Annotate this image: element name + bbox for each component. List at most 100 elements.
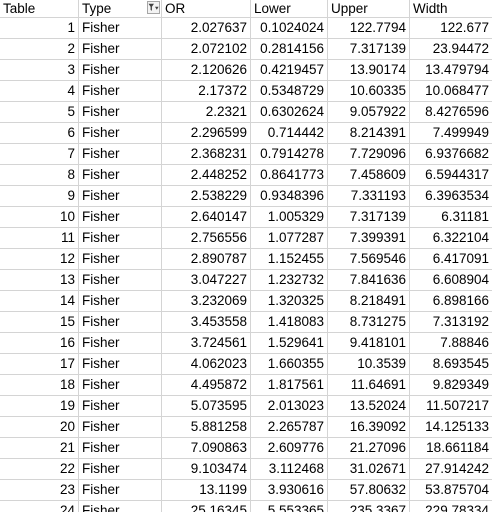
cell-lower[interactable]: 1.320325 <box>251 291 328 311</box>
cell-width[interactable]: 6.9376682 <box>425 146 489 161</box>
cell-upper[interactable]: 21.27096 <box>328 438 410 458</box>
cell-lower[interactable]: 1.005329 <box>251 207 328 227</box>
cell-lower[interactable]: 1.418083 <box>251 312 328 332</box>
header-cell-table[interactable]: Table <box>0 0 79 17</box>
cell-type[interactable]: Fisher <box>79 18 162 38</box>
cell-width[interactable]: 18.661184 <box>426 440 489 455</box>
cell-upper[interactable]: 7.729096 <box>328 144 410 164</box>
cell-upper[interactable]: 11.64691 <box>328 375 410 395</box>
cell-type[interactable]: Fisher <box>79 186 162 206</box>
cell-or[interactable]: 2.2321 <box>162 102 251 122</box>
cell-upper[interactable]: 13.90174 <box>328 60 410 80</box>
cell-lower[interactable]: 5.553365 <box>251 501 328 512</box>
cell-upper[interactable]: 10.60335 <box>328 81 410 101</box>
cell-type[interactable]: Fisher <box>79 270 162 290</box>
cell-type[interactable]: Fisher <box>79 39 162 59</box>
cell-type[interactable]: Fisher <box>79 480 162 500</box>
cell-lower[interactable]: 1.152455 <box>251 249 328 269</box>
cell-table[interactable]: 19 <box>0 396 79 416</box>
header-cell-or[interactable]: OR <box>162 0 251 17</box>
cell-width[interactable]: 8.693545 <box>432 356 489 371</box>
cell-lower[interactable]: 1.660355 <box>251 354 328 374</box>
cell-or[interactable]: 3.232069 <box>162 291 251 311</box>
cell-type[interactable]: Fisher <box>79 438 162 458</box>
cell-lower[interactable]: 1.077287 <box>251 228 328 248</box>
cell-table[interactable]: 5 <box>0 102 79 122</box>
cell-table[interactable]: 6 <box>0 123 79 143</box>
cell-or[interactable]: 3.724561 <box>162 333 251 353</box>
cell-table[interactable]: 23 <box>0 480 79 500</box>
cell-width[interactable]: 9.829349 <box>432 377 489 392</box>
cell-width[interactable]: 53.875704 <box>425 482 489 497</box>
cell-or[interactable]: 2.072102 <box>162 39 251 59</box>
cell-table[interactable]: 3 <box>0 60 79 80</box>
cell-lower[interactable]: 1.529641 <box>251 333 328 353</box>
cell-or[interactable]: 25.16345 <box>162 501 251 512</box>
cell-upper[interactable]: 9.057922 <box>328 102 410 122</box>
cell-table[interactable]: 20 <box>0 417 79 437</box>
cell-table[interactable]: 21 <box>0 438 79 458</box>
cell-type[interactable]: Fisher <box>79 354 162 374</box>
cell-type[interactable]: Fisher <box>79 312 162 332</box>
cell-width[interactable]: 122.677 <box>440 20 489 35</box>
cell-or[interactable]: 7.090863 <box>162 438 251 458</box>
cell-or[interactable]: 13.1199 <box>162 480 251 500</box>
cell-width[interactable]: 11.507217 <box>426 398 489 413</box>
cell-width[interactable]: 8.4276596 <box>425 104 489 119</box>
cell-lower[interactable]: 0.6302624 <box>251 102 328 122</box>
filter-dropdown-icon[interactable] <box>147 1 160 14</box>
cell-table[interactable]: 4 <box>0 81 79 101</box>
cell-width[interactable]: 7.499949 <box>432 125 489 140</box>
cell-width[interactable]: 23.94472 <box>432 41 489 56</box>
cell-lower[interactable]: 0.4219457 <box>251 60 328 80</box>
cell-upper[interactable]: 7.569546 <box>328 249 410 269</box>
cell-type[interactable]: Fisher <box>79 165 162 185</box>
cell-table[interactable]: 18 <box>0 375 79 395</box>
cell-or[interactable]: 2.027637 <box>162 18 251 38</box>
cell-or[interactable]: 2.368231 <box>162 144 251 164</box>
cell-or[interactable]: 2.296599 <box>162 123 251 143</box>
cell-upper[interactable]: 7.399391 <box>328 228 410 248</box>
cell-lower[interactable]: 0.7914278 <box>251 144 328 164</box>
cell-table[interactable]: 9 <box>0 186 79 206</box>
cell-type[interactable]: Fisher <box>79 501 162 512</box>
cell-upper[interactable]: 7.331193 <box>328 186 410 206</box>
cell-lower[interactable]: 2.013023 <box>251 396 328 416</box>
cell-or[interactable]: 4.062023 <box>162 354 251 374</box>
cell-width[interactable]: 229.78334 <box>425 503 489 512</box>
cell-upper[interactable]: 7.317139 <box>328 207 410 227</box>
cell-upper[interactable]: 7.458609 <box>328 165 410 185</box>
cell-table[interactable]: 14 <box>0 291 79 311</box>
cell-table[interactable]: 22 <box>0 459 79 479</box>
cell-lower[interactable]: 0.8641773 <box>251 165 328 185</box>
cell-width[interactable]: 7.313192 <box>432 314 489 329</box>
cell-or[interactable]: 2.120626 <box>162 60 251 80</box>
cell-table[interactable]: 13 <box>0 270 79 290</box>
cell-upper[interactable]: 7.841636 <box>328 270 410 290</box>
cell-type[interactable]: Fisher <box>79 144 162 164</box>
cell-lower[interactable]: 3.930616 <box>251 480 328 500</box>
cell-type[interactable]: Fisher <box>79 81 162 101</box>
cell-or[interactable]: 3.453558 <box>162 312 251 332</box>
cell-table[interactable]: 16 <box>0 333 79 353</box>
header-cell-lower[interactable]: Lower <box>251 0 328 17</box>
cell-type[interactable]: Fisher <box>79 396 162 416</box>
cell-type[interactable]: Fisher <box>79 228 162 248</box>
cell-upper[interactable]: 7.317139 <box>328 39 410 59</box>
cell-width[interactable]: 10.068477 <box>425 83 489 98</box>
cell-upper[interactable]: 8.218491 <box>328 291 410 311</box>
header-cell-type[interactable]: Type <box>79 0 162 17</box>
cell-or[interactable]: 9.103474 <box>162 459 251 479</box>
cell-type[interactable]: Fisher <box>79 333 162 353</box>
cell-lower[interactable]: 2.609776 <box>251 438 328 458</box>
cell-table[interactable]: 10 <box>0 207 79 227</box>
cell-table[interactable]: 8 <box>0 165 79 185</box>
cell-lower[interactable]: 2.265787 <box>251 417 328 437</box>
cell-type[interactable]: Fisher <box>79 249 162 269</box>
cell-upper[interactable]: 31.02671 <box>328 459 410 479</box>
cell-width[interactable]: 6.5944317 <box>425 167 489 182</box>
cell-upper[interactable]: 8.214391 <box>328 123 410 143</box>
cell-width[interactable]: 6.31181 <box>441 209 489 224</box>
cell-or[interactable]: 2.17372 <box>162 81 251 101</box>
cell-width[interactable]: 13.479794 <box>425 62 489 77</box>
